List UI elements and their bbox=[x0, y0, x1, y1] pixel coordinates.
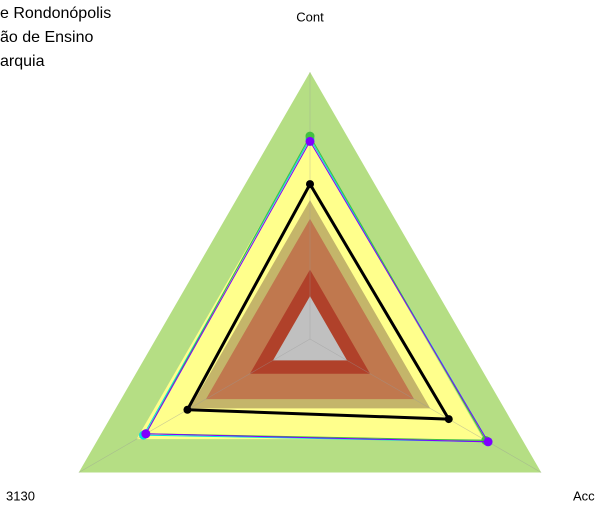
radar-point bbox=[141, 429, 151, 439]
radar-line bbox=[184, 181, 452, 421]
radar-point bbox=[306, 180, 314, 189]
title-line: ão de Ensino bbox=[0, 29, 94, 46]
axis-label: 3130 bbox=[6, 488, 35, 503]
radar-point bbox=[444, 415, 453, 424]
radar-line bbox=[144, 140, 489, 443]
title-line: e Rondonópolis bbox=[0, 5, 111, 22]
spoke bbox=[78, 338, 311, 473]
radar-line bbox=[144, 135, 487, 441]
radar-point bbox=[305, 136, 315, 146]
axis-label: Acc bbox=[573, 488, 595, 503]
radar-point bbox=[183, 405, 192, 414]
title-line: arquia bbox=[0, 53, 45, 70]
spoke bbox=[309, 338, 542, 473]
radar-point bbox=[483, 437, 493, 447]
axis-label: Cont bbox=[296, 9, 324, 24]
